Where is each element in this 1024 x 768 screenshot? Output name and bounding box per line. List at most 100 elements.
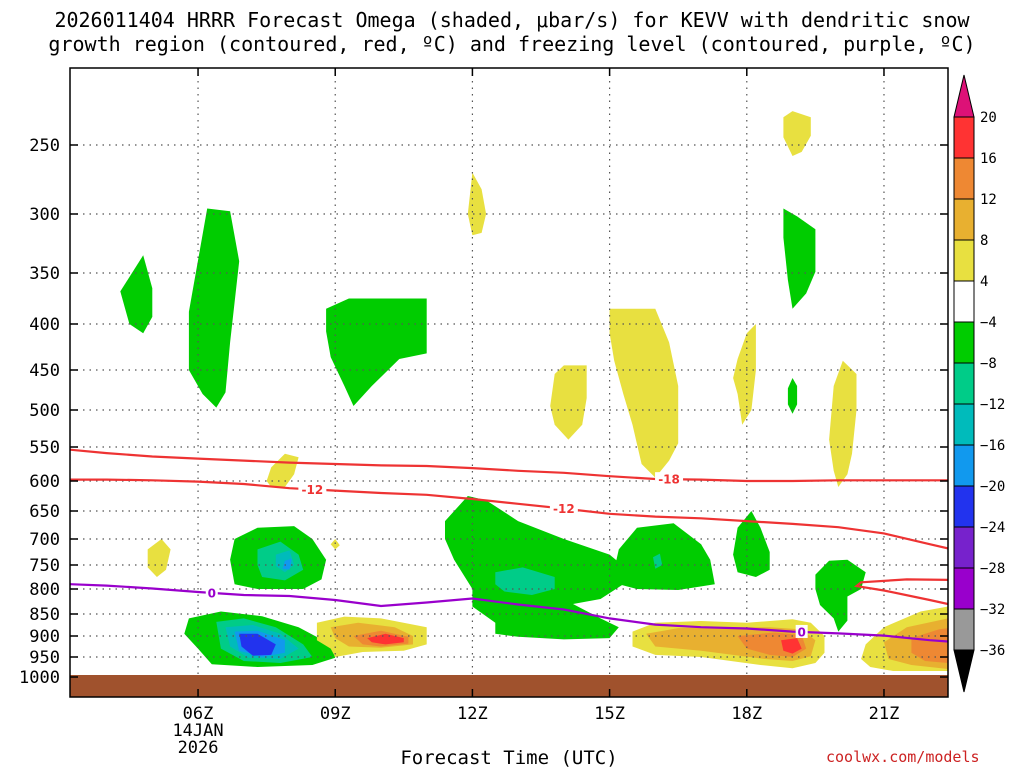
omega-region-20 <box>783 111 811 156</box>
colorbar-top-arrow <box>953 74 975 118</box>
contour-line-1 <box>70 478 948 550</box>
x-tick-label-21Z: 21Z <box>869 704 900 724</box>
x-tick-label-12Z: 12Z <box>457 704 488 724</box>
omega-region-0 <box>188 208 240 408</box>
omega-region-18 <box>733 511 770 577</box>
temperature-contours: -18 -12 -12 0 0 <box>70 448 948 643</box>
y-tick-label-600: 600 <box>29 472 60 492</box>
contour-label-3: 0 <box>208 586 216 600</box>
x-tick-label-18Z: 18Z <box>731 704 762 724</box>
contour-label-bg-0 <box>655 472 684 486</box>
omega-region-23 <box>550 365 587 440</box>
colorbar-label-10: −24 <box>980 520 1005 536</box>
omega-region-14 <box>445 496 628 640</box>
y-tick-label-400: 400 <box>29 315 60 335</box>
x-tick-date: 14JAN <box>172 721 223 741</box>
omega-region-13 <box>239 633 276 656</box>
y-tick-label-300: 300 <box>29 205 60 225</box>
y-tick-label-1000: 1000 <box>19 668 60 688</box>
contour-line-0 <box>70 448 948 483</box>
contour-label-bg-4 <box>795 624 808 638</box>
omega-region-39 <box>911 628 948 663</box>
x-tick-label-06Z: 06Z <box>183 704 214 724</box>
omega-region-8 <box>282 558 292 570</box>
colorbar-bottom-arrow <box>953 649 975 693</box>
contour-label-0: -18 <box>658 473 680 487</box>
colorbar-band-1 <box>953 157 975 200</box>
colorbar-label-2: 12 <box>980 192 997 208</box>
y-tick-label-350: 350 <box>29 264 60 284</box>
y-tick-label-750: 750 <box>29 556 60 576</box>
colorbar-band-9 <box>953 485 975 528</box>
contour-label-4: 0 <box>797 625 805 639</box>
colorbar-label-5: −4 <box>980 315 997 331</box>
colorbar-band-7 <box>953 403 975 446</box>
omega-region-4 <box>787 378 798 414</box>
omega-region-28 <box>330 539 340 550</box>
colorbar-label-13: −36 <box>980 643 1005 659</box>
y-tick-label-450: 450 <box>29 361 60 381</box>
colorbar-label-8: −16 <box>980 438 1005 454</box>
colorbar-label-6: −8 <box>980 356 997 372</box>
colorbar-label-12: −32 <box>980 602 1005 618</box>
credit-link[interactable]: coolwx.com/models <box>826 748 980 766</box>
omega-region-27 <box>147 539 171 577</box>
contour-line-2 <box>853 578 948 606</box>
omega-region-2 <box>326 298 427 406</box>
y-tick-label-850: 850 <box>29 605 60 625</box>
x-tick-label-15Z: 15Z <box>594 704 625 724</box>
omega-shaded-regions <box>120 111 948 671</box>
colorbar-label-9: −20 <box>980 479 1005 495</box>
plot-frame <box>69 67 949 698</box>
omega-region-22 <box>609 308 679 478</box>
x-axis-label: Forecast Time (UTC) <box>400 747 617 768</box>
omega-region-15 <box>495 567 555 595</box>
colorbar-band-4 <box>953 280 975 323</box>
chart-title: 2026011404 HRRR Forecast Omega (shaded, … <box>0 8 1024 56</box>
colorbar-label-3: 8 <box>980 233 988 249</box>
y-tick-label-700: 700 <box>29 530 60 550</box>
title-line-1: 2026011404 HRRR Forecast Omega (shaded, … <box>54 8 970 32</box>
y-tick-label-800: 800 <box>29 580 60 600</box>
y-tick-label-900: 900 <box>29 627 60 647</box>
x-tick-label-09Z: 09Z <box>320 704 351 724</box>
ground-surface <box>70 675 948 697</box>
contour-label-1: -12 <box>302 483 324 497</box>
y-tick-label-650: 650 <box>29 502 60 522</box>
colorbar-label-11: −28 <box>980 561 1005 577</box>
y-tick-label-500: 500 <box>29 401 60 421</box>
omega-region-25 <box>829 360 857 487</box>
y-tick-label-950: 950 <box>29 648 60 668</box>
colorbar-band-12 <box>953 608 975 651</box>
title-line-2: growth region (contoured, red, ºC) and f… <box>48 32 976 56</box>
omega-region-21 <box>467 172 487 236</box>
omega-region-3 <box>783 208 816 309</box>
colorbar-label-4: 4 <box>980 274 988 290</box>
colorbar-band-0 <box>953 116 975 159</box>
colorbar-label-0: 20 <box>980 110 997 126</box>
colorbar-band-3 <box>953 239 975 282</box>
omega-region-1 <box>120 255 153 334</box>
colorbar-label-1: 16 <box>980 151 997 167</box>
omega-region-16 <box>614 523 715 590</box>
y-tick-label-250: 250 <box>29 136 60 156</box>
colorbar-band-10 <box>953 526 975 569</box>
contour-label-bg-2 <box>549 501 578 515</box>
x-tick-year: 2026 <box>178 738 219 758</box>
omega-region-24 <box>733 324 756 425</box>
colorbar-band-2 <box>953 198 975 241</box>
contour-label-bg-1 <box>298 482 327 496</box>
omega-region-19 <box>815 559 866 632</box>
contour-label-2: -12 <box>553 502 575 516</box>
omega-region-26 <box>266 453 299 487</box>
gridlines <box>70 68 948 697</box>
colorbar-band-5 <box>953 321 975 364</box>
omega-colorbar: 20 16 12 8 4 −4 −8 −12 −16 −20 −24 −28 −32 −36 <box>953 74 1005 693</box>
colorbar-band-11 <box>953 567 975 610</box>
y-tick-label-550: 550 <box>29 438 60 458</box>
colorbar-band-6 <box>953 362 975 405</box>
omega-region-36 <box>781 638 802 654</box>
contour-label-bg-3 <box>205 585 218 599</box>
